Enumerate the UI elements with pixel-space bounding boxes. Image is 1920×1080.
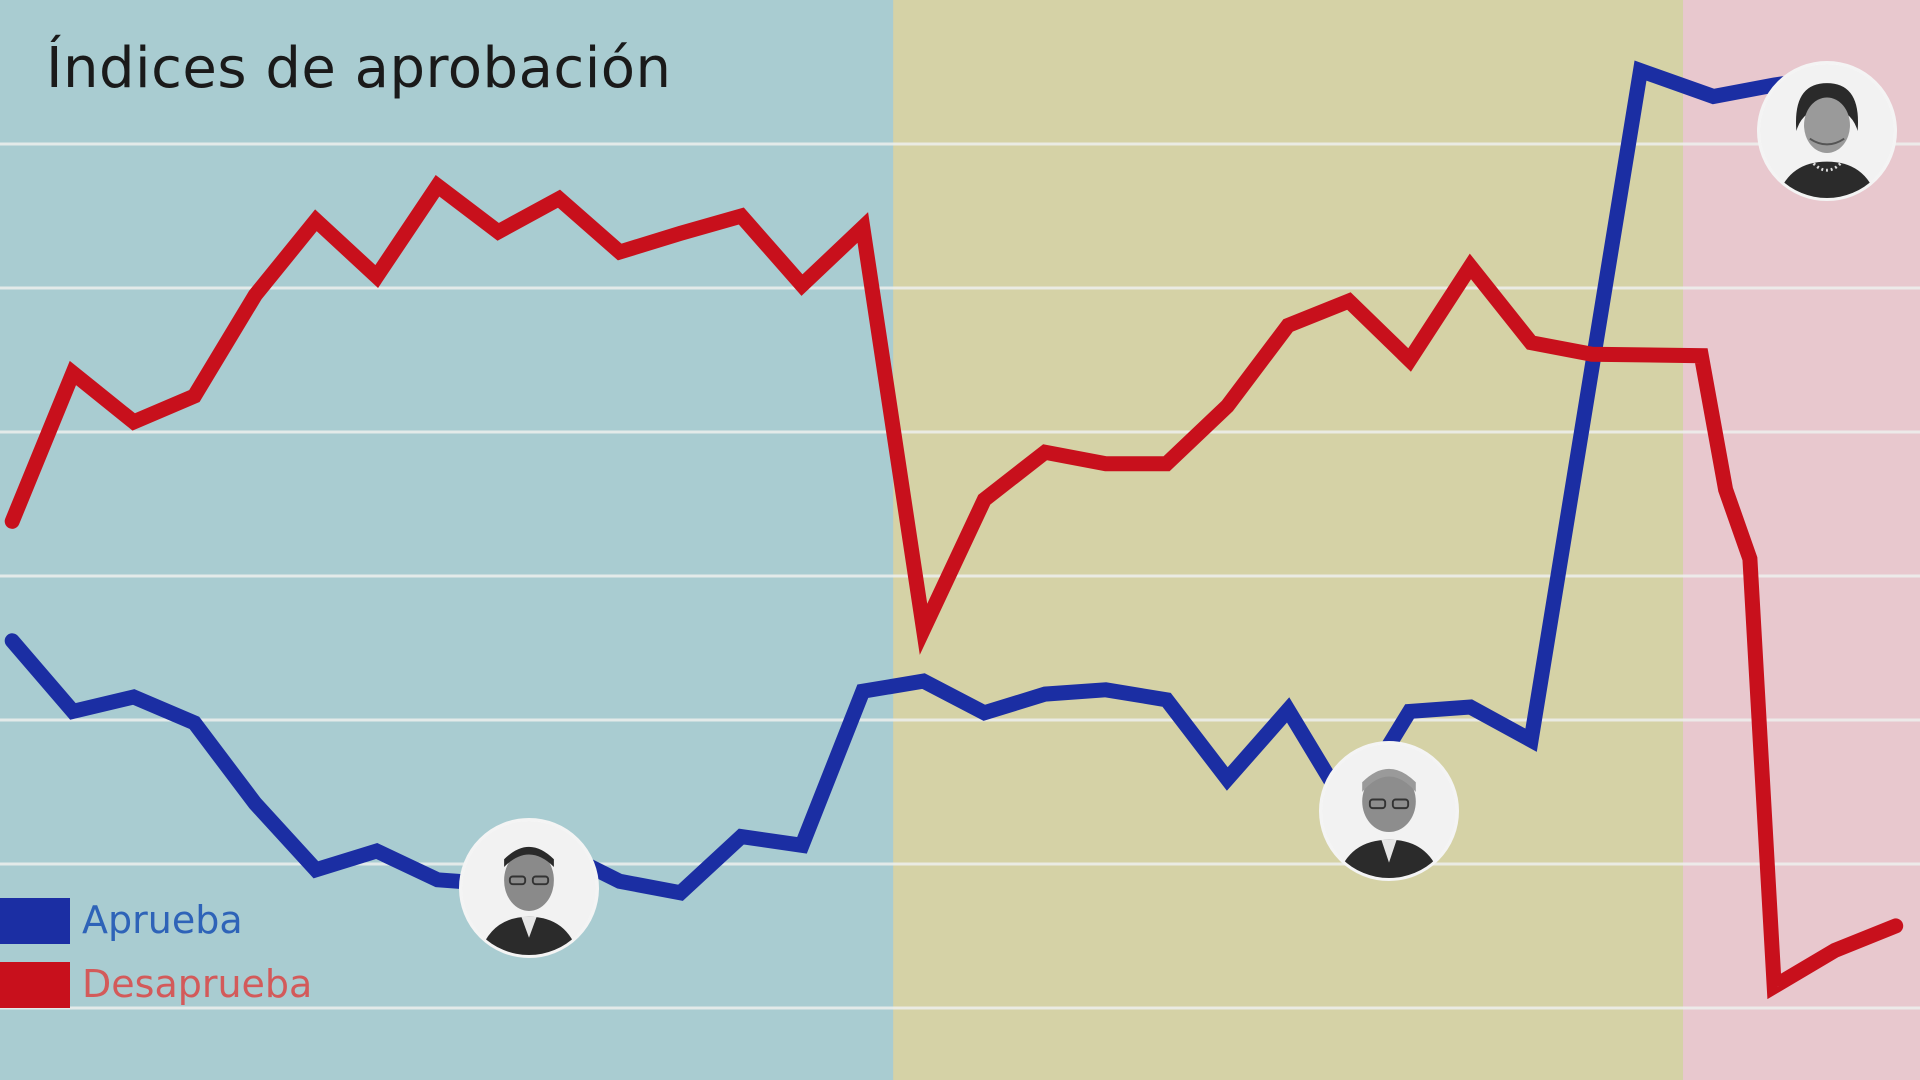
series-line-disapprove — [4, 175, 1904, 1000]
legend-item-disapprove: Desaprueba — [0, 960, 340, 1012]
portrait-icon-period-1 — [459, 818, 599, 958]
legend-swatch-approve — [0, 898, 70, 944]
legend-label-approve: Aprueba — [82, 898, 243, 942]
chart-title: Índices de aprobación — [46, 36, 672, 101]
legend-label-disapprove: Desaprueba — [82, 962, 313, 1006]
portrait-icon-period-3 — [1757, 61, 1897, 201]
legend-swatch-disapprove — [0, 962, 70, 1008]
legend-item-approve: Aprueba — [0, 896, 340, 948]
series-line-approve — [4, 60, 1843, 901]
portrait-icon-period-2 — [1319, 741, 1459, 881]
chart-legend: Aprueba Desaprueba — [0, 896, 340, 1024]
period-band-2 — [893, 0, 1684, 1080]
period-band-1 — [0, 0, 894, 1080]
